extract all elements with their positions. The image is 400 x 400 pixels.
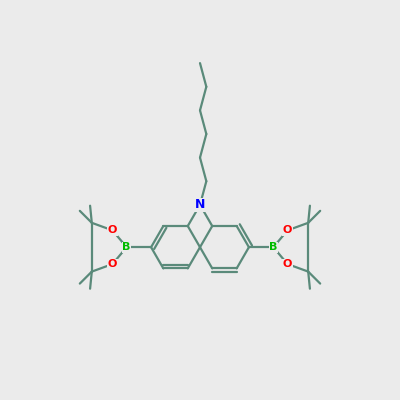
- Text: B: B: [269, 242, 278, 252]
- Text: O: O: [108, 225, 117, 235]
- Text: O: O: [108, 259, 117, 269]
- Text: O: O: [283, 225, 292, 235]
- Text: O: O: [283, 259, 292, 269]
- Text: N: N: [195, 198, 205, 211]
- Text: B: B: [122, 242, 131, 252]
